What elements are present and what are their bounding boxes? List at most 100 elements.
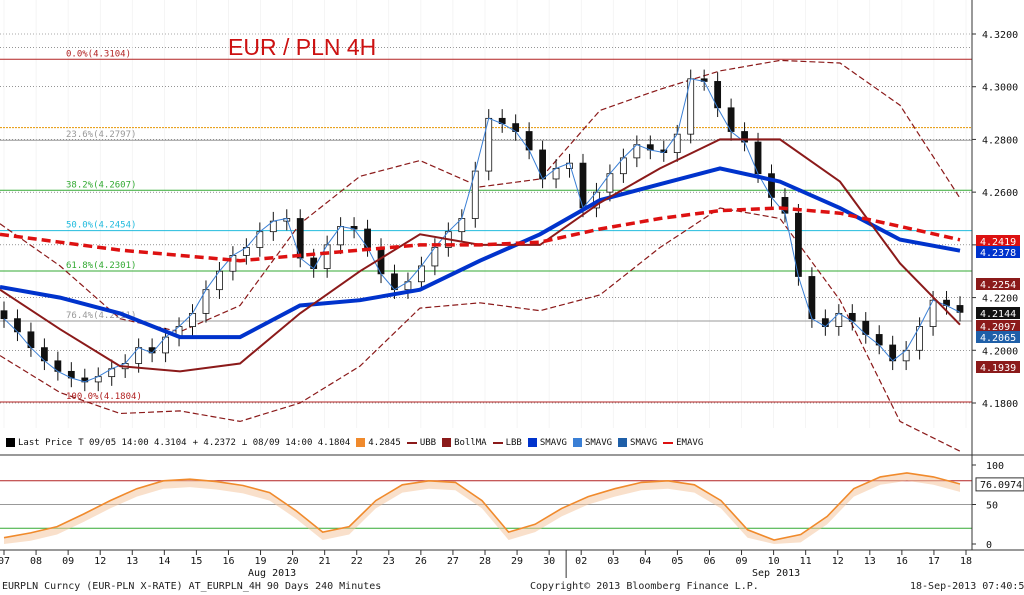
footer-bar: EURPLN Curncy (EUR-PLN X-RATE) AT_EURPLN… [0,579,1024,595]
legend-label: UBB [419,438,437,448]
x-tick-label: 29 [511,556,523,567]
legend-item: + 4.2372 [193,433,236,453]
legend-item: EMAVG [663,433,703,453]
y-tick-label: 4.2600 [982,188,1018,199]
value-tag-label: 4.2144 [980,309,1016,320]
oscillator-y-tick-label: 100 [986,461,1004,472]
legend-label: + 4.2372 [192,438,236,448]
legend-label: SMAVG [630,438,658,448]
x-tick-label: 09 [62,556,74,567]
value-tag-label: 4.1939 [980,363,1016,374]
fib-level-label: 38.2%(4.2607) [66,180,136,190]
x-tick-label: 05 [671,556,683,567]
x-tick-label: 14 [158,556,170,567]
dashed-line-icon [663,441,674,444]
x-tick-label: 04 [639,556,651,567]
fast-sma-line [3,78,961,383]
legend-label: 4.2845 [368,438,401,448]
x-tick-label: 18 [960,556,972,567]
value-tag-label: 4.2254 [980,280,1016,291]
legend-item: ⊥ 08/09 14:00 4.1804 [242,433,350,453]
legend-item: LBB [492,433,522,453]
oscillator-fill [4,472,960,544]
y-tick-label: 4.3200 [982,30,1018,41]
value-tag [976,320,1020,332]
legend-label: SMAVG [539,438,567,448]
fib-level-label: 50.0%(4.2454) [66,221,136,231]
fib-level-label: 23.6%(4.2797) [66,130,136,140]
x-tick-label: 19 [255,556,267,567]
legend-label: Last Price [18,438,73,448]
fib-level-label: 0.0%(4.3104) [66,49,131,59]
x-tick-label: 02 [575,556,587,567]
legend-item: T 09/05 14:00 4.3104 [78,433,186,453]
oscillator-last-value-tag [975,477,1024,492]
x-tick-label: 12 [832,556,844,567]
month-label: Aug 2013 [248,568,296,579]
swatch-icon [442,438,452,447]
value-tag-label: 4.2065 [980,333,1016,344]
emavg-line [0,206,961,263]
legend-item: SMAVG [618,433,657,453]
swatch-icon [527,438,537,447]
month-label: Sep 2013 [752,568,800,579]
y-tick-label: 4.2000 [982,346,1018,357]
x-tick-label: 17 [928,556,940,567]
swatch-icon [618,438,628,447]
x-tick-label: 22 [351,556,363,567]
x-tick-label: 20 [287,556,299,567]
value-tag [976,307,1020,319]
legend-label: ⊥ 08/09 14:00 4.1804 [241,438,351,448]
legend-item: UBB [406,433,437,453]
x-tick-label: 26 [415,556,427,567]
dashed-line-icon [406,441,417,444]
lower-bollinger-band [0,207,961,452]
x-tick-label: 13 [864,556,876,567]
footer-copyright: Copyright© 2013 Bloomberg Finance L.P. [530,581,759,592]
legend-item: SMAVG [572,433,613,453]
legend-label: EMAVG [676,438,704,448]
last-price-candle-icon [6,438,15,447]
value-tag [976,331,1020,343]
legend-label: LBB [505,438,522,448]
x-tick-label: 08 [30,556,42,567]
footer-security-info: EURPLN Curncy (EUR-PLN X-RATE) AT_EURPLN… [2,581,382,592]
y-tick-label: 4.2800 [982,135,1018,146]
value-tag-label: 4.2419 [980,237,1016,248]
oscillator-line [3,472,961,541]
x-tick-label: 03 [607,556,619,567]
fib-level-label: 100.0%(4.1804) [66,392,142,402]
dashed-line-icon [492,441,503,444]
candle-body [956,305,964,313]
x-tick-label: 11 [800,556,812,567]
x-tick-label: 23 [383,556,395,567]
x-tick-label: 12 [94,556,106,567]
value-tag-label: 4.2097 [980,322,1016,333]
fib-level-label: 61.8%(4.2301) [66,261,136,271]
x-tick-label: 06 [703,556,715,567]
fib-level-label: 76.4%(4.2111) [66,311,136,321]
value-tag [976,361,1020,373]
legend-label: BollMA [454,438,487,448]
oscillator-y-tick-label: 0 [986,540,992,551]
x-tick-label: 21 [319,556,331,567]
chart-canvas: 0.0%(4.3104) 23.6%(4.2797) 38.2%(4.2607) 50… [0,0,1024,579]
legend-item: Last Price [6,433,72,453]
smavg-line [0,166,961,340]
x-tick-label: 16 [896,556,908,567]
x-tick-label: 15 [190,556,202,567]
legend-label: T 09/05 14:00 4.3104 [78,438,187,448]
legend-item: BollMA [442,433,487,453]
candle-body [0,310,8,320]
legend-item: SMAVG [527,433,567,453]
oscillator-y-tick-label: 50 [986,501,998,512]
swatch-icon [572,438,582,447]
value-tag [976,235,1020,247]
legend-label: SMAVG [584,438,613,448]
x-tick-label: 30 [543,556,555,567]
x-tick-label: 09 [736,556,748,567]
value-tag [976,246,1020,258]
y-tick-label: 4.2200 [982,294,1018,305]
chart-title: EUR / PLN 4H [228,34,376,60]
